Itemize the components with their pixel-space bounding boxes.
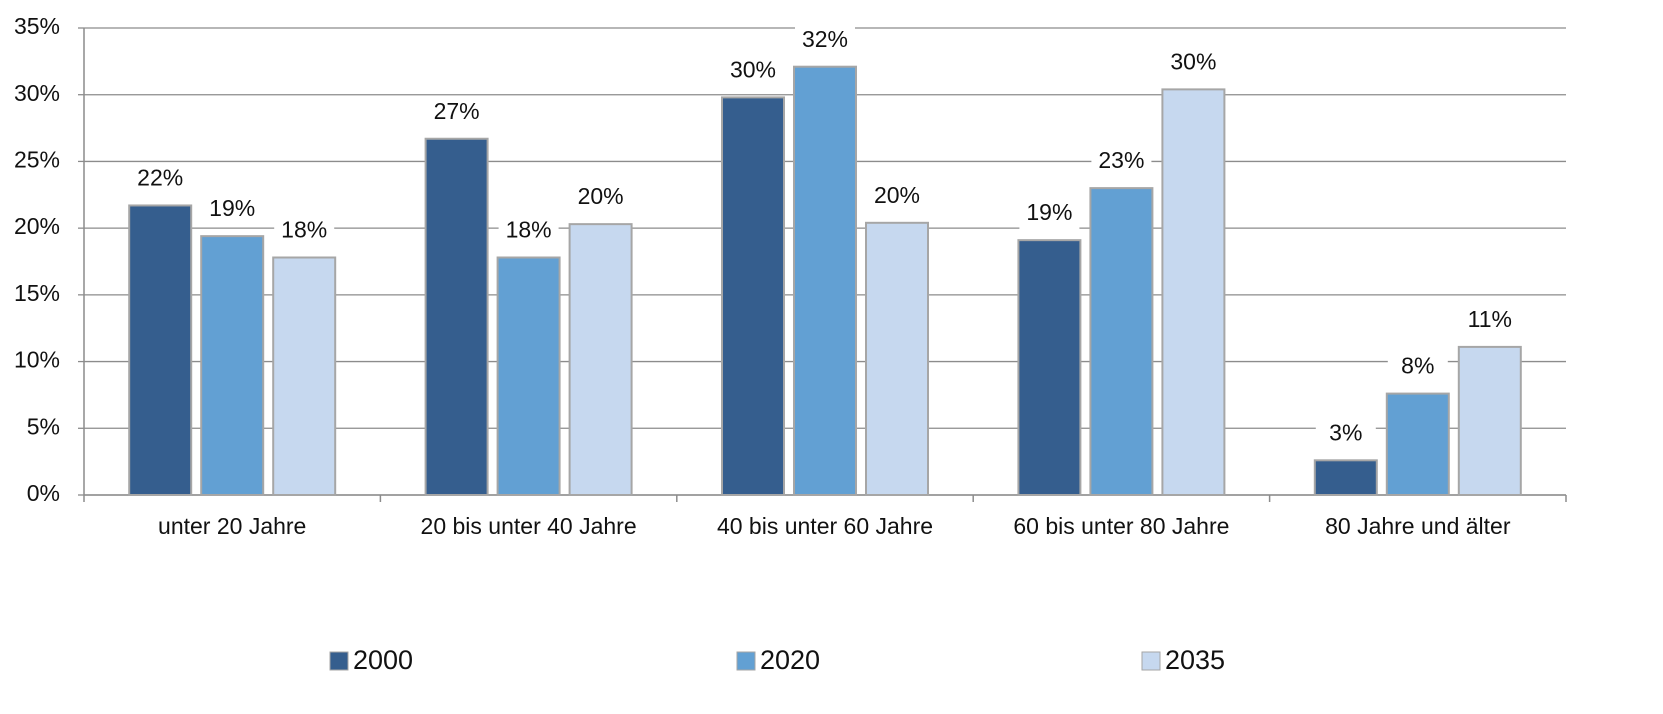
data-label: 11% bbox=[1468, 306, 1512, 332]
y-tick-label: 10% bbox=[14, 347, 60, 373]
data-label: 32% bbox=[802, 26, 848, 52]
y-tick-label: 5% bbox=[27, 413, 60, 439]
legend-label: 2000 bbox=[353, 645, 413, 675]
legend-swatch bbox=[736, 651, 756, 671]
data-label: 20% bbox=[578, 183, 624, 209]
x-tick-label: 40 bis unter 60 Jahre bbox=[717, 513, 933, 539]
data-label: 19% bbox=[209, 195, 255, 221]
data-label: 23% bbox=[1098, 147, 1144, 173]
data-label: 18% bbox=[506, 217, 552, 243]
bar bbox=[1089, 187, 1154, 496]
label-bg bbox=[1019, 199, 1080, 230]
bar bbox=[200, 235, 265, 497]
x-tick-label: unter 20 Jahre bbox=[158, 513, 306, 539]
label-bg bbox=[723, 56, 783, 87]
label-bg bbox=[1091, 147, 1152, 178]
y-tick-label: 15% bbox=[14, 280, 60, 306]
label-bg bbox=[1163, 48, 1224, 79]
legend-swatch bbox=[329, 651, 349, 671]
bar bbox=[1161, 88, 1226, 497]
y-tick-label: 30% bbox=[14, 80, 60, 106]
data-label: 19% bbox=[1026, 199, 1072, 225]
label-bg bbox=[570, 183, 631, 214]
y-tick-label: 0% bbox=[27, 480, 60, 506]
label-bg bbox=[130, 164, 191, 195]
bar bbox=[1457, 345, 1522, 496]
bar bbox=[496, 256, 561, 496]
data-label: 3% bbox=[1329, 419, 1362, 445]
bar bbox=[1385, 392, 1450, 497]
label-bg bbox=[202, 195, 263, 226]
label-bg bbox=[274, 216, 335, 247]
x-tick-label: 80 Jahre und älter bbox=[1325, 513, 1511, 539]
data-label: 30% bbox=[730, 56, 776, 82]
bar bbox=[424, 137, 489, 496]
data-label: 18% bbox=[281, 217, 327, 243]
data-label: 22% bbox=[137, 165, 183, 191]
label-bg bbox=[1459, 305, 1520, 336]
data-label: 30% bbox=[1170, 48, 1216, 74]
bar bbox=[1017, 239, 1082, 496]
data-label: 20% bbox=[874, 182, 920, 208]
legend-label: 2020 bbox=[760, 645, 820, 675]
data-label: 27% bbox=[434, 98, 480, 124]
bar bbox=[568, 223, 633, 496]
label-bg bbox=[1387, 352, 1448, 383]
data-label: 8% bbox=[1401, 353, 1434, 379]
label-bg bbox=[498, 216, 559, 247]
y-tick-label: 20% bbox=[14, 213, 60, 239]
label-bg bbox=[867, 181, 927, 212]
y-tick-label: 25% bbox=[14, 147, 60, 173]
bar bbox=[128, 204, 193, 497]
x-tick-label: 20 bis unter 40 Jahre bbox=[421, 513, 637, 539]
bar bbox=[793, 65, 857, 497]
x-tick-label: 60 bis unter 80 Jahre bbox=[1013, 513, 1229, 539]
bar bbox=[272, 256, 337, 496]
legend-label: 2035 bbox=[1165, 645, 1225, 675]
bar bbox=[721, 96, 785, 497]
y-tick-label: 35% bbox=[14, 13, 60, 39]
label-bg bbox=[1315, 419, 1376, 450]
bar bbox=[1313, 459, 1378, 496]
bar bbox=[865, 221, 929, 496]
label-bg bbox=[795, 25, 855, 56]
legend-swatch bbox=[1141, 651, 1161, 671]
label-bg bbox=[426, 97, 487, 128]
